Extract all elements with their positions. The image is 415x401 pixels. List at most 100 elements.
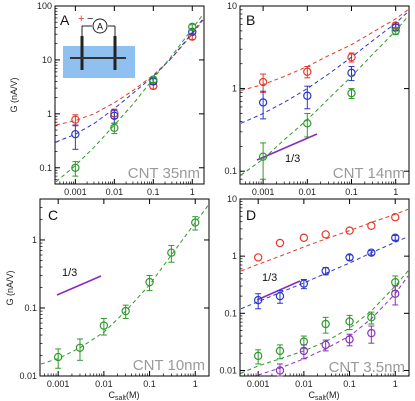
panel-c-frame [39,198,210,377]
series-green-point [75,343,85,352]
panel-d-label: D [246,207,256,223]
series-blue-point [110,111,119,120]
panel-c-slope-label: 1/3 [62,267,77,279]
panel-d-frame [239,198,410,377]
panel-d-slope-label: 1/3 [262,272,277,284]
y-tick-label: 0.1 [24,303,37,313]
panel-c: C CNT 10nm 1/3 0.001 0.01 0.1 1 0.01 0.1 1 [19,198,210,389]
x-tick-label: 0.1 [345,187,358,197]
series-blue-point [367,248,376,257]
y-tick-label: 10 [227,1,237,11]
panel-b-frame [239,5,410,185]
series-blue-point [258,98,268,107]
series-purple-point [391,289,400,298]
y-tick-label: 0.01 [19,371,37,381]
x-tick-label: 0.1 [147,187,160,197]
x-tick-label: 0.01 [299,187,317,197]
y-tick-label: 1 [232,84,237,94]
panel-a-frame [54,5,205,185]
series-green-point [345,317,354,326]
x-tick-label: 1 [193,379,198,389]
x-tick-label: 0.001 [247,379,270,389]
x-tick-label: 0.1 [143,379,156,389]
battery-plus-icon: + [78,13,84,25]
series-red-point [347,52,356,62]
water-box [63,46,135,78]
panel-c-ylabel: G (nA/V) [5,270,15,305]
series-green-point [347,88,356,98]
series-green-point [391,26,400,36]
series-blue-point [345,253,354,262]
y-tick-label: 10 [42,55,52,65]
series-green-point [167,248,176,257]
x-tick-label: 0.1 [343,379,356,389]
series-green-point [321,319,330,329]
panel-b: B CNT 14nm 1/3 0.001 0.01 0.1 1 0.1 1 10 [224,1,410,197]
series-green-point [253,351,263,361]
series-blue-point [303,91,312,100]
series-blue-point [321,266,330,276]
panel-b-annotation: CNT 14nm [333,165,405,182]
panel-c-slope-line [56,275,102,296]
y-tick-label: 0.01 [219,365,237,375]
series-green-fit-line [240,15,409,176]
x-tick-label: 1 [393,187,398,197]
series-blue-point [71,129,80,139]
panel-a-label: A [60,12,70,28]
series-blue-fit-line [240,11,409,124]
series-red-fit-line [55,19,204,126]
series-red-point [71,115,80,124]
series-red-point [303,67,312,76]
x-tick-label: 1 [393,379,398,389]
ammeter-glyph-icon: A [97,22,103,32]
panel-d-xlabel: Csalt(M) [309,390,340,401]
series-green-point [149,75,158,84]
y-tick-label: 100 [37,1,52,11]
series-purple-fit-line [258,275,409,376]
series-green-fit-line [240,270,409,374]
series-green-point [110,123,119,133]
series-green-point [99,321,109,330]
series-green-fit-line [40,205,209,365]
series-green-point [188,22,197,32]
series-blue-point [391,233,400,242]
series-red-point [345,226,354,235]
y-tick-label: 1 [32,235,37,245]
x-tick-label: 0.01 [95,379,113,389]
series-purple-point [367,328,376,338]
series-green-point [145,277,154,287]
panel-a-annotation: CNT 35nm [128,165,200,182]
panel-d-xlabel-text: Csalt(M) [309,390,340,401]
y-tick-label: 1 [232,251,237,261]
panel-a-schematic: A + − [63,13,135,78]
panel-b-label: B [246,12,255,28]
series-green-point [275,346,285,356]
y-tick-label: 0.1 [39,163,52,173]
x-tick-label: 1 [190,187,195,197]
x-tick-label: 0.01 [106,187,124,197]
y-tick-label: 10 [227,194,237,204]
series-green-point [53,352,63,362]
series-red-point [258,77,268,87]
battery-minus-icon: − [87,13,93,25]
series-red-point [253,253,263,262]
series-red-point [321,230,330,239]
ammeter-icon [92,18,108,34]
y-tick-label: 1 [47,109,52,119]
panel-c-label: C [48,207,58,223]
series-red-point [391,213,400,222]
panel-c-xlabel: Csalt(M) [109,390,140,401]
series-blue-point [299,279,309,288]
series-green-fit-line [55,14,204,183]
series-blue-point [253,295,263,305]
panel-d-annotation: CNT 3.5nm [329,359,405,376]
y-tick-label: 0.1 [224,308,237,318]
series-green-point [71,163,80,172]
panel-c-annotation: CNT 10nm [133,357,205,374]
series-green-point [303,119,312,128]
panel-a: A + − A CNT 35nm 0.001 0.01 0.1 1 0.1 1 10 100 [37,1,205,197]
y-tick-label: 0.1 [224,166,237,176]
panel-b-slope-label: 1/3 [285,153,300,165]
panel-d: D CNT 3.5nm 1/3 0.001 0.01 0.1 1 0.01 0.1 1 10 [219,194,410,389]
